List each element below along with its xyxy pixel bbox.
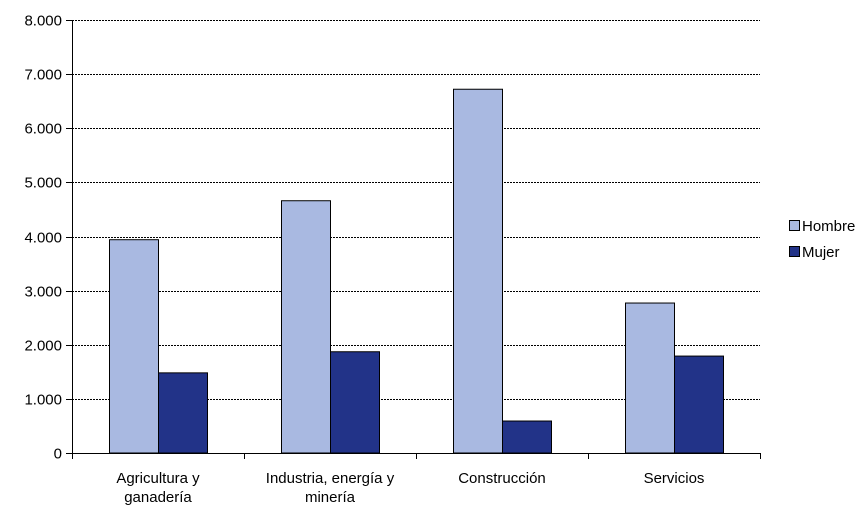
legend-label-mujer: Mujer xyxy=(802,244,840,261)
legend-swatch-mujer xyxy=(789,246,800,257)
x-category-label: Servicios xyxy=(644,470,705,487)
x-category-label: Construcción xyxy=(458,470,546,487)
x-category-label: Agricultura y ganadería xyxy=(116,470,200,506)
bar-hombre-3 xyxy=(625,302,675,454)
bar-mujer-2 xyxy=(502,420,552,454)
bar-hombre-1 xyxy=(281,200,331,454)
y-tick-label: 5.000 xyxy=(24,175,62,192)
x-category-label: Industria, energía y minería xyxy=(266,470,395,506)
bars xyxy=(109,88,724,454)
legend-label-hombre: Hombre xyxy=(802,218,855,235)
bar-mujer-0 xyxy=(158,372,208,454)
y-tick-label: 4.000 xyxy=(24,230,62,247)
y-tick-label: 0 xyxy=(54,446,62,463)
x-axis: Agricultura y ganadería Industria, energía… xyxy=(72,453,761,506)
bar-mujer-1 xyxy=(330,351,380,454)
y-tick-label: 7.000 xyxy=(24,67,62,84)
legend: Hombre Mujer xyxy=(789,218,855,261)
bar-mujer-3 xyxy=(674,355,724,454)
gridlines xyxy=(72,20,760,400)
y-tick-label: 8.000 xyxy=(24,13,62,30)
y-tick-label: 1.000 xyxy=(24,392,62,409)
y-tick-label: 3.000 xyxy=(24,284,62,301)
y-tick-label: 6.000 xyxy=(24,121,62,138)
bar-hombre-2 xyxy=(453,88,503,454)
bar-hombre-0 xyxy=(109,239,159,454)
y-axis: 0 1.000 2.000 3.000 4.000 5.000 6.000 7.000 8.00… xyxy=(24,13,73,463)
legend-swatch-hombre xyxy=(789,220,800,231)
y-tick-label: 2.000 xyxy=(24,338,62,355)
